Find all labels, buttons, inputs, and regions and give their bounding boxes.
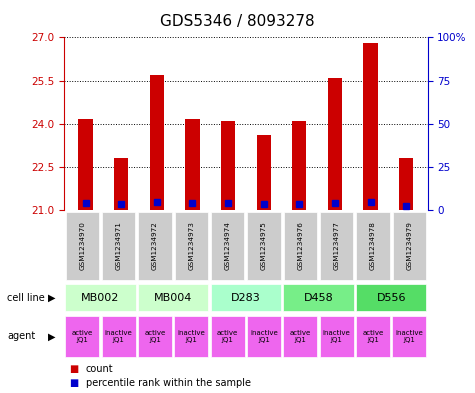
Text: GSM1234976: GSM1234976 bbox=[297, 222, 304, 270]
Text: MB004: MB004 bbox=[154, 292, 192, 303]
Bar bbox=[292, 121, 306, 210]
Text: ■: ■ bbox=[69, 378, 78, 388]
Text: active
JQ1: active JQ1 bbox=[217, 330, 238, 343]
Text: inactive
JQ1: inactive JQ1 bbox=[105, 330, 133, 343]
Text: D556: D556 bbox=[376, 292, 406, 303]
Text: MB002: MB002 bbox=[81, 292, 120, 303]
Bar bbox=[150, 75, 164, 210]
Bar bbox=[356, 284, 427, 311]
Bar bbox=[284, 213, 317, 279]
Bar bbox=[102, 213, 135, 279]
Bar bbox=[283, 316, 317, 357]
Text: GSM1234978: GSM1234978 bbox=[370, 222, 376, 270]
Text: active
JQ1: active JQ1 bbox=[362, 330, 384, 343]
Text: GSM1234973: GSM1234973 bbox=[188, 222, 194, 270]
Bar bbox=[65, 316, 99, 357]
Text: active
JQ1: active JQ1 bbox=[290, 330, 311, 343]
Bar bbox=[247, 316, 281, 357]
Bar bbox=[102, 316, 136, 357]
Bar bbox=[256, 135, 271, 210]
Bar bbox=[363, 43, 378, 210]
Text: GDS5346 / 8093278: GDS5346 / 8093278 bbox=[160, 14, 315, 29]
Text: D458: D458 bbox=[304, 292, 333, 303]
Bar bbox=[393, 213, 426, 279]
Text: GSM1234979: GSM1234979 bbox=[406, 222, 412, 270]
Bar bbox=[138, 284, 209, 311]
Text: percentile rank within the sample: percentile rank within the sample bbox=[86, 378, 250, 388]
Text: active
JQ1: active JQ1 bbox=[144, 330, 166, 343]
Text: GSM1234970: GSM1234970 bbox=[79, 222, 86, 270]
Text: GSM1234974: GSM1234974 bbox=[225, 222, 231, 270]
Bar bbox=[328, 78, 342, 210]
Bar bbox=[247, 213, 281, 279]
Text: inactive
JQ1: inactive JQ1 bbox=[323, 330, 351, 343]
Bar bbox=[66, 213, 99, 279]
Bar bbox=[210, 284, 281, 311]
Text: ▶: ▶ bbox=[48, 331, 55, 342]
Bar bbox=[211, 213, 244, 279]
Bar bbox=[283, 284, 354, 311]
Bar bbox=[78, 119, 93, 210]
Text: count: count bbox=[86, 364, 113, 375]
Text: cell line: cell line bbox=[7, 292, 45, 303]
Text: GSM1234977: GSM1234977 bbox=[333, 222, 340, 270]
Bar bbox=[210, 316, 245, 357]
Bar bbox=[138, 316, 172, 357]
Bar bbox=[175, 213, 208, 279]
Bar bbox=[65, 284, 136, 311]
Text: GSM1234975: GSM1234975 bbox=[261, 222, 267, 270]
Bar bbox=[174, 316, 209, 357]
Bar bbox=[356, 213, 390, 279]
Text: GSM1234972: GSM1234972 bbox=[152, 222, 158, 270]
Text: ■: ■ bbox=[69, 364, 78, 375]
Text: inactive
JQ1: inactive JQ1 bbox=[250, 330, 278, 343]
Bar bbox=[320, 316, 354, 357]
Bar bbox=[221, 121, 235, 210]
Bar bbox=[138, 213, 171, 279]
Text: ▶: ▶ bbox=[48, 292, 55, 303]
Bar bbox=[114, 158, 128, 210]
Bar bbox=[399, 158, 413, 210]
Text: GSM1234971: GSM1234971 bbox=[115, 222, 122, 270]
Bar bbox=[185, 119, 200, 210]
Text: agent: agent bbox=[7, 331, 35, 342]
Bar bbox=[320, 213, 353, 279]
Text: active
JQ1: active JQ1 bbox=[72, 330, 93, 343]
Bar bbox=[392, 316, 427, 357]
Bar bbox=[356, 316, 390, 357]
Text: inactive
JQ1: inactive JQ1 bbox=[178, 330, 205, 343]
Text: inactive
JQ1: inactive JQ1 bbox=[396, 330, 423, 343]
Text: D283: D283 bbox=[231, 292, 261, 303]
